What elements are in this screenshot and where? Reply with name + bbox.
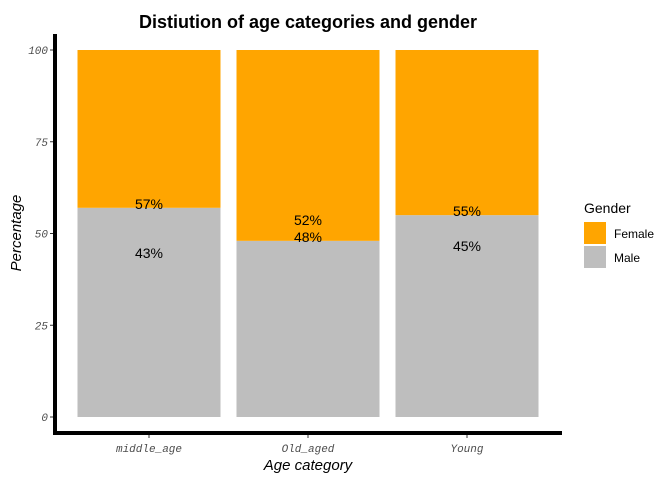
data-label-female-Young: 45% — [453, 238, 481, 254]
bar-male-middle_age — [77, 207, 221, 417]
y-tick-label-0: 0 — [41, 413, 48, 425]
legend-label-female: Female — [614, 227, 654, 241]
chart-title: Distiution of age categories and gender — [139, 12, 477, 32]
legend-label-male: Male — [614, 251, 640, 265]
x-tick-label-Old_aged: Old_aged — [282, 444, 335, 456]
y-tick-label-100: 100 — [28, 46, 48, 58]
y-axis: 0 25 50 75 100 — [28, 46, 55, 425]
data-label-female-middle_age: 43% — [135, 245, 163, 261]
y-tick-label-50: 50 — [35, 230, 49, 242]
x-tick-label-middle_age: middle_age — [116, 444, 182, 456]
legend: Gender Female Male — [584, 200, 654, 268]
data-label-male-middle_age: 57% — [135, 196, 163, 212]
bar-female-Young — [395, 50, 539, 216]
data-label-male-Old_aged: 48% — [294, 229, 322, 245]
data-labels-group: 57% 43% 48%52% 55% 45% — [135, 196, 481, 261]
legend-swatch-male — [584, 246, 606, 268]
bars-group — [77, 50, 539, 417]
y-axis-title: Percentage — [8, 195, 25, 272]
y-tick-label-75: 75 — [35, 138, 49, 150]
legend-swatch-female — [584, 222, 606, 244]
bar-female-middle_age — [77, 50, 221, 208]
bar-male-Young — [395, 215, 539, 417]
y-tick-label-25: 25 — [35, 321, 49, 333]
legend-title: Gender — [584, 200, 631, 216]
x-axis-title: Age category — [263, 457, 354, 474]
bar-female-Old_aged — [236, 50, 380, 241]
data-label-female-Old_aged: 52% — [294, 212, 322, 228]
x-axis: middle_age Old_aged Young — [116, 433, 484, 456]
data-label-male-Young: 55% — [453, 203, 481, 219]
bar-male-Old_aged — [236, 240, 380, 417]
x-tick-label-Young: Young — [450, 444, 483, 456]
